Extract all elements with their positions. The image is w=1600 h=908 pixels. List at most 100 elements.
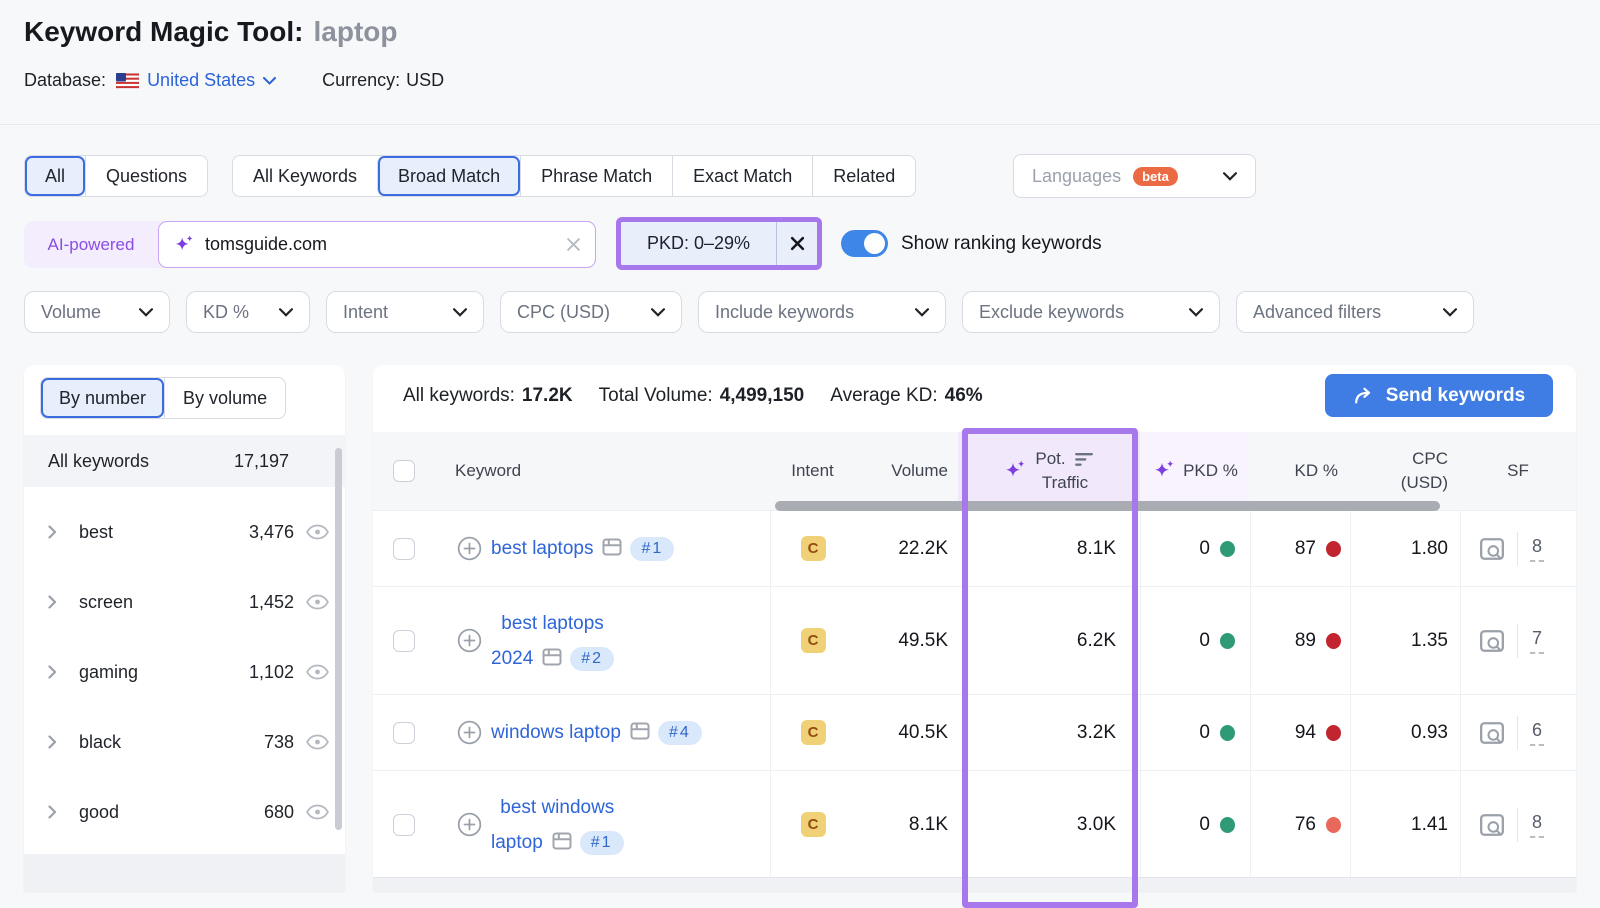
row-checkbox[interactable]: [393, 629, 415, 652]
keyword-link[interactable]: best laptops 2024: [491, 612, 604, 669]
tab-broad-match[interactable]: Broad Match: [377, 156, 521, 196]
column-header-cpc[interactable]: CPC (USD): [1350, 447, 1460, 495]
all-keywords-label: All keywords: [48, 450, 150, 471]
keywords-table-card: All keywords: 17.2K Total Volume: 4,499,15…: [373, 365, 1576, 891]
table-row: windows laptop #4 C 40.5K 3.2K 0 94 0.93 …: [373, 694, 1576, 770]
intent-badge[interactable]: C: [800, 720, 826, 745]
column-header-volume[interactable]: Volume: [891, 461, 948, 480]
sidebar-bottom-band: [24, 854, 345, 891]
intent-badge[interactable]: C: [800, 628, 826, 653]
eye-icon[interactable]: [306, 664, 329, 680]
tab-phrase-match[interactable]: Phrase Match: [520, 156, 672, 196]
sf-count[interactable]: 8: [1530, 536, 1545, 562]
close-icon[interactable]: [566, 237, 581, 252]
column-header-intent[interactable]: Intent: [791, 461, 834, 480]
sf-divider: [1517, 715, 1518, 750]
tab-exact-match[interactable]: Exact Match: [672, 156, 812, 196]
tab-all[interactable]: All: [25, 156, 86, 196]
filter-dropdown-include-keywords[interactable]: Include keywords: [698, 291, 946, 333]
close-icon[interactable]: [777, 222, 817, 265]
summary-stat-value: 46%: [944, 385, 983, 406]
row-checkbox[interactable]: [393, 537, 415, 560]
eye-icon[interactable]: [306, 524, 329, 540]
keyword-link[interactable]: best windows laptop: [491, 796, 615, 853]
serp-preview-icon[interactable]: [1479, 812, 1505, 838]
pkd-value: 0: [1199, 537, 1210, 559]
serp-features-icon[interactable]: [552, 831, 572, 851]
plus-circle-icon[interactable]: [457, 812, 482, 837]
chip-divider: [776, 222, 777, 265]
pot-traffic-label-line2: Traffic: [1041, 473, 1089, 492]
column-header-pot-traffic[interactable]: Pot. Traffic: [958, 432, 1140, 510]
plus-circle-icon[interactable]: [457, 720, 482, 745]
languages-label: Languages: [1032, 165, 1122, 186]
keyword-group-item-best[interactable]: best 3,476: [24, 497, 345, 567]
cpc-label-line2: (USD): [1400, 473, 1448, 492]
search-input[interactable]: tomsguide.com: [158, 221, 596, 268]
pot-traffic-value: 3.2K: [1076, 721, 1116, 743]
pkd-value: 0: [1199, 629, 1210, 651]
tab-all-keywords[interactable]: All Keywords: [253, 165, 358, 186]
chevron-down-icon: [139, 307, 153, 317]
serp-preview-icon[interactable]: [1479, 628, 1505, 654]
keyword-group-item-black[interactable]: black 738: [24, 707, 345, 777]
sf-count[interactable]: 7: [1530, 628, 1545, 654]
question-tab-group: All Questions: [24, 155, 209, 197]
header-divider: [0, 124, 1600, 125]
serp-preview-icon[interactable]: [1479, 720, 1505, 746]
serp-preview-icon[interactable]: [1479, 536, 1505, 562]
sf-count[interactable]: 8: [1530, 812, 1545, 838]
volume-value: 49.5K: [898, 629, 948, 651]
pkd-value: 0: [1199, 813, 1210, 835]
keyword-link[interactable]: windows laptop: [491, 722, 621, 743]
serp-features-icon[interactable]: [542, 647, 562, 667]
page-title-text: Keyword Magic Tool:: [24, 16, 304, 47]
database-selector[interactable]: United States: [116, 70, 277, 91]
filter-dropdown-intent[interactable]: Intent: [326, 291, 484, 333]
keyword-group-item-gaming[interactable]: gaming 1,102: [24, 637, 345, 707]
plus-circle-icon[interactable]: [457, 536, 482, 561]
column-header-kd[interactable]: KD %: [1294, 461, 1338, 480]
sidebar-tab-by-number[interactable]: By number: [41, 378, 165, 418]
row-checkbox[interactable]: [393, 813, 415, 836]
chevron-down-icon: [279, 307, 293, 317]
keyword-group-item-good[interactable]: good 680: [24, 777, 345, 847]
intent-badge[interactable]: C: [800, 812, 826, 837]
sparkles-icon: [1003, 459, 1027, 483]
tab-related[interactable]: Related: [812, 156, 915, 196]
sf-count[interactable]: 6: [1530, 720, 1545, 746]
eye-icon[interactable]: [306, 804, 329, 820]
column-header-pkd[interactable]: PKD %: [1140, 432, 1250, 510]
sidebar-scrollbar[interactable]: [335, 448, 342, 830]
filter-dropdown-cpc-usd[interactable]: CPC (USD): [500, 291, 682, 333]
column-header-keyword[interactable]: Keyword: [455, 461, 522, 480]
filter-dropdown-advanced-filters[interactable]: Advanced filters: [1236, 291, 1474, 333]
eye-icon[interactable]: [306, 594, 329, 610]
all-keywords-group[interactable]: All keywords 17,197: [24, 435, 345, 487]
filter-dropdown-volume[interactable]: Volume: [24, 291, 170, 333]
row-checkbox[interactable]: [393, 721, 415, 744]
intent-badge[interactable]: C: [800, 536, 826, 561]
sidebar-tab-by-volume[interactable]: By volume: [164, 378, 285, 418]
pkd-filter-chip[interactable]: PKD: 0–29%: [646, 233, 751, 253]
keyword-link[interactable]: best laptops: [491, 538, 594, 559]
languages-dropdown[interactable]: Languages beta: [1013, 154, 1256, 198]
keyword-group-item-screen[interactable]: screen 1,452: [24, 567, 345, 637]
send-keywords-button[interactable]: Send keywords: [1325, 374, 1553, 417]
pkd-dot: [1220, 724, 1235, 741]
eye-icon[interactable]: [306, 734, 329, 750]
serp-features-icon[interactable]: [602, 537, 622, 557]
tab-questions[interactable]: Questions: [85, 156, 207, 196]
sf-divider: [1517, 807, 1518, 842]
plus-circle-icon[interactable]: [457, 628, 482, 653]
serp-features-icon[interactable]: [630, 721, 650, 741]
filter-dropdown-kd[interactable]: KD %: [186, 291, 310, 333]
pkd-dot: [1220, 632, 1235, 649]
column-header-sf[interactable]: SF: [1507, 461, 1529, 480]
currency-label: Currency:: [322, 70, 401, 90]
filter-dropdown-exclude-keywords[interactable]: Exclude keywords: [962, 291, 1220, 333]
select-all-checkbox[interactable]: [393, 460, 415, 482]
show-ranking-keywords-toggle[interactable]: [841, 230, 888, 257]
volume-value: 22.2K: [898, 537, 948, 559]
horizontal-scrollbar[interactable]: [775, 501, 1440, 511]
